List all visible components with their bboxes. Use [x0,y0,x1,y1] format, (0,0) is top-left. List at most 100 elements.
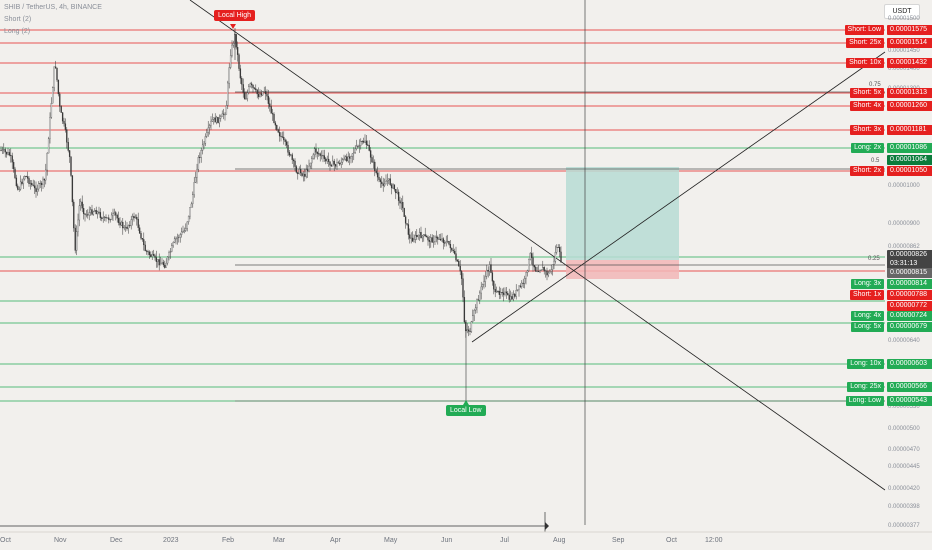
candle-body [395,189,397,194]
level-price-label: 0.00000814 [887,279,932,289]
level-name-label[interactable]: Short: 3x [849,125,884,135]
candle-body [473,310,475,316]
candle-body [357,145,359,147]
currency-button[interactable]: USDT [884,4,920,19]
level-price-label: 0.00000543 [887,396,932,406]
local-high-callout[interactable]: Local High [214,10,256,21]
candle-body [399,200,401,204]
candle-body [199,157,201,158]
candle-body [403,207,405,217]
level-name-label[interactable]: Long: 10x [847,359,884,369]
candle-body [274,122,277,126]
level-price-label: 0.00000566 [887,382,932,392]
candle-body [420,232,422,239]
candle-body [294,160,296,167]
price-tick: 0.00000900 [888,221,920,227]
candle-body [194,177,197,183]
candle-body [61,112,64,122]
candle-body [71,175,74,203]
candle-body [176,237,179,239]
indicator-long[interactable]: Long (2) [4,28,31,35]
candle-body [514,294,516,297]
candle-body [217,116,219,124]
candle-body [414,235,417,240]
candle-body [273,113,275,124]
level-name-label[interactable]: Short: Low [844,25,884,35]
candle-body [158,259,160,266]
level-name-label[interactable]: Short: 10x [846,58,884,68]
candle-body [337,162,340,164]
level-name-label[interactable]: Short: 4x [849,101,884,111]
candle-body [392,184,394,189]
level-name-label[interactable]: Short: 5x [849,88,884,98]
candle-body [385,181,387,185]
candle-body [31,182,33,186]
candle-body [556,247,558,253]
candle-body [75,231,78,251]
candle-body [470,321,473,332]
candle-body [256,89,258,95]
candle-body [171,245,173,252]
candle-body [291,154,293,160]
candle-body [46,152,48,171]
candle-body [537,271,540,273]
level-name-label[interactable]: Long: 4x [851,311,884,321]
candle-body [323,155,326,159]
candle-body [379,179,382,182]
candle-body [371,157,373,163]
level-name-label[interactable]: Short: 1x [849,290,884,300]
price-tick: 0.00000377 [888,523,920,529]
candle-body [224,114,226,116]
candle-body [549,271,551,274]
candle-body [99,212,102,218]
level-price-label: 0.00000603 [887,359,932,369]
candle-body [444,242,446,244]
candle-body [120,221,123,226]
candle-body [192,194,194,205]
candle-body [113,212,116,214]
candle-body [326,158,328,162]
level-price-label: 0.00001260 [887,101,932,111]
level-name-label[interactable]: Long: 25x [847,382,884,392]
candle-body [336,162,338,167]
downtrend-line[interactable] [189,0,886,491]
level-name-label[interactable]: Long: 5x [851,322,884,332]
reward-zone[interactable] [566,167,679,260]
candle-body [215,116,218,123]
candle-body [102,217,104,219]
level-name-label[interactable]: Long: Low [845,396,884,406]
risk-zone[interactable] [566,260,679,279]
level-price-label: 0.00001064 [887,155,932,165]
fib-label: 0.5 [871,158,880,164]
local-low-callout[interactable]: Local Low [446,405,486,416]
candle-body [110,214,113,220]
candle-body [253,87,256,89]
candle-body [124,226,127,228]
candle-body [417,234,419,238]
candle-body [4,149,6,153]
candle-body [14,168,16,179]
candle-body [325,158,327,162]
indicator-short[interactable]: Short (2) [4,16,32,23]
price-tick: 0.00001450 [888,48,920,54]
level-name-label[interactable]: Long: 3x [851,279,884,289]
candle-body [67,142,69,151]
candle-body [543,267,545,272]
level-name-label[interactable]: Short: 25x [846,38,884,48]
candle-body [474,307,477,311]
uptrend-line[interactable] [471,51,886,343]
candle-body [232,43,235,46]
candle-body [32,184,34,186]
chart-title: SHIB / TetherUS, 4h, BINANCE [4,4,102,11]
candle-body [26,176,29,179]
candle-body [144,244,146,252]
candle-body [439,238,442,241]
level-name-label[interactable]: Long: 2x [851,143,884,153]
candle-body [546,270,548,276]
candle-body [404,216,407,224]
candle-body [372,161,375,163]
level-name-label[interactable]: Short: 2x [849,166,884,176]
candle-body [159,263,162,266]
candle-body [175,238,177,240]
